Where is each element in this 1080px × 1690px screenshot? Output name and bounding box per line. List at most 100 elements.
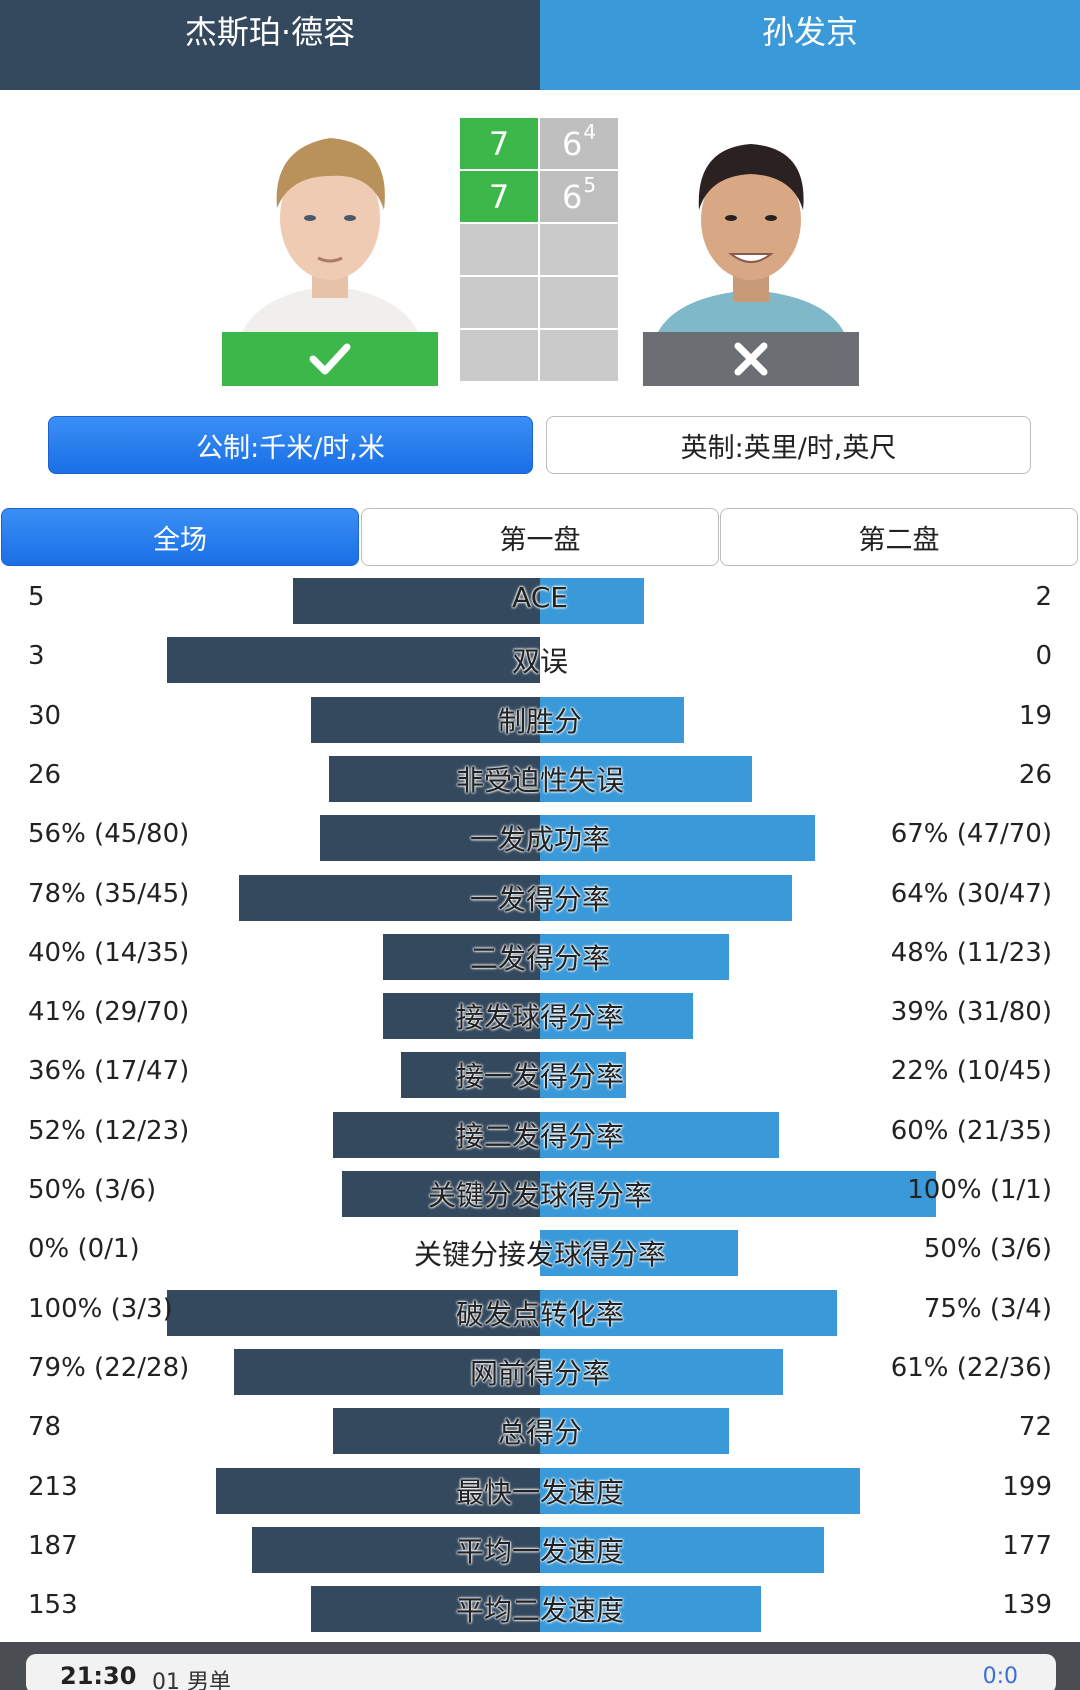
stat-bar-player1 <box>319 815 540 862</box>
stat-value-player2: 39% (31/80) <box>890 997 1052 1028</box>
stat-value-player1: 30 <box>28 700 62 731</box>
stat-bar-player1 <box>400 1052 540 1099</box>
stat-row: 153 139 平均二发速度 <box>0 1584 1080 1643</box>
stat-value-player2: 199 <box>1002 1471 1052 1502</box>
set2-p1-score: 7 <box>460 171 538 222</box>
match-event: 01 男单 <box>152 1670 231 1690</box>
stat-bar-player1 <box>382 993 540 1040</box>
stat-bar-player2 <box>540 1586 761 1633</box>
stat-value-player2: 60% (21/35) <box>890 1115 1052 1146</box>
stat-label: 关键分接发球得分率 <box>413 1238 666 1272</box>
set3-p2-score <box>540 224 618 275</box>
stat-label: 制胜分 <box>497 704 582 738</box>
stat-value-player2: 22% (10/45) <box>890 1056 1052 1087</box>
stat-bar-player2 <box>540 815 815 862</box>
stat-bar-player2 <box>540 1526 824 1573</box>
stat-label: 接一发得分率 <box>455 1060 624 1094</box>
imperial-units-button[interactable]: 英制:英里/时,英尺 <box>546 416 1031 474</box>
stat-row: 78% (35/45) 64% (30/47) 一发得分率 <box>0 873 1080 932</box>
stat-label: 平均一发速度 <box>455 1534 624 1568</box>
stat-value-player2: 139 <box>1002 1590 1052 1621</box>
tab-full-match[interactable]: 全场 <box>1 508 359 566</box>
stat-row: 26 26 非受迫性失误 <box>0 754 1080 813</box>
stat-bar-player2 <box>540 1230 738 1277</box>
stat-label: 二发得分率 <box>469 941 610 975</box>
stat-bar-player1 <box>252 1526 540 1573</box>
stat-bar-player1 <box>166 637 540 684</box>
stat-value-player1: 26 <box>28 759 62 790</box>
stat-value-player2: 2 <box>1035 582 1052 612</box>
stat-value-player1: 50% (3/6) <box>28 1175 157 1205</box>
player2-loser-badge <box>643 332 859 386</box>
next-match-card[interactable] <box>26 1654 1056 1690</box>
stat-bar-player2 <box>540 1171 936 1217</box>
stat-label: 网前得分率 <box>469 1356 610 1390</box>
stat-bar-player1 <box>238 874 540 921</box>
stat-row: 56% (45/80) 67% (47/70) 一发成功率 <box>0 813 1080 872</box>
stat-row: 5 2 ACE <box>0 576 1080 635</box>
next-match-bar: 21:30 01 男单 0:0 <box>0 1642 1080 1690</box>
stat-value-player1: 153 <box>28 1590 78 1621</box>
x-icon <box>734 342 768 376</box>
stat-label: 最快一发速度 <box>455 1475 624 1509</box>
stat-bar-player2 <box>540 578 644 624</box>
stat-bar-player1 <box>234 1348 540 1395</box>
stat-label: ACE <box>512 581 568 614</box>
stat-row: 79% (22/28) 61% (22/36) 网前得分率 <box>0 1347 1080 1406</box>
stat-bar-player2 <box>540 755 752 802</box>
stat-bar-player1 <box>342 1171 540 1217</box>
stat-row: 3 0 双误 <box>0 635 1080 694</box>
stat-row: 41% (29/70) 39% (31/80) 接发球得分率 <box>0 991 1080 1050</box>
stat-row: 187 177 平均一发速度 <box>0 1525 1080 1584</box>
stat-label: 破发点转化率 <box>455 1297 624 1331</box>
stat-row: 40% (14/35) 48% (11/23) 二发得分率 <box>0 932 1080 991</box>
stat-value-player2: 72 <box>1018 1412 1052 1443</box>
stat-value-player2: 64% (30/47) <box>890 878 1052 909</box>
stat-value-player1: 0% (0/1) <box>28 1234 140 1265</box>
stat-value-player1: 56% (45/80) <box>28 819 190 850</box>
stat-value-player2: 26 <box>1018 759 1052 790</box>
stat-row: 0% (0/1) 50% (3/6) 关键分接发球得分率 <box>0 1228 1080 1287</box>
player2-avatar <box>643 118 859 332</box>
stat-label: 接发球得分率 <box>455 1001 624 1035</box>
set1-p1-score: 7 <box>460 118 538 169</box>
stat-bar-player1 <box>216 1467 540 1514</box>
stat-value-player1: 52% (12/23) <box>28 1115 190 1146</box>
stat-label: 非受迫性失误 <box>455 763 624 797</box>
match-score: 0:0 <box>982 1664 1018 1689</box>
stat-label: 总得分 <box>497 1416 582 1450</box>
metric-units-button[interactable]: 公制:千米/时,米 <box>48 416 533 474</box>
tab-set-2[interactable]: 第二盘 <box>720 508 1078 566</box>
stat-value-player1: 78 <box>28 1412 62 1443</box>
stat-value-player1: 3 <box>28 641 45 672</box>
stat-value-player1: 79% (22/28) <box>28 1352 190 1383</box>
set4-p2-score <box>540 277 618 328</box>
stat-bar-player2 <box>540 1052 626 1099</box>
stat-bar-player2 <box>540 1408 729 1455</box>
stat-bar-player1 <box>333 1111 540 1158</box>
stat-value-player2: 61% (22/36) <box>890 1352 1052 1383</box>
stat-value-player2: 177 <box>1002 1530 1052 1561</box>
stat-value-player1: 36% (17/47) <box>28 1056 190 1087</box>
stat-value-player2: 48% (11/23) <box>890 937 1052 968</box>
tab-set-1[interactable]: 第一盘 <box>361 508 719 566</box>
stat-value-player2: 50% (3/6) <box>923 1234 1052 1265</box>
stat-label: 接二发得分率 <box>455 1119 624 1153</box>
stat-value-player1: 5 <box>28 582 45 612</box>
stat-bar-player1 <box>333 1408 540 1455</box>
set4-p1-score <box>460 277 538 328</box>
stat-bar-player2 <box>540 1467 860 1514</box>
stat-bar-player2 <box>540 874 792 921</box>
match-time: 21:30 <box>60 1662 137 1690</box>
stat-bar-player1 <box>310 1586 540 1633</box>
stat-row: 36% (17/47) 22% (10/45) 接一发得分率 <box>0 1050 1080 1109</box>
stat-row: 100% (3/3) 75% (3/4) 破发点转化率 <box>0 1288 1080 1347</box>
player1-name: 杰斯珀·德容 <box>0 0 540 90</box>
stat-value-player1: 187 <box>28 1530 78 1561</box>
stat-label: 双误 <box>511 645 568 679</box>
stat-value-player1: 40% (14/35) <box>28 937 190 968</box>
stat-bar-player1 <box>382 933 540 980</box>
